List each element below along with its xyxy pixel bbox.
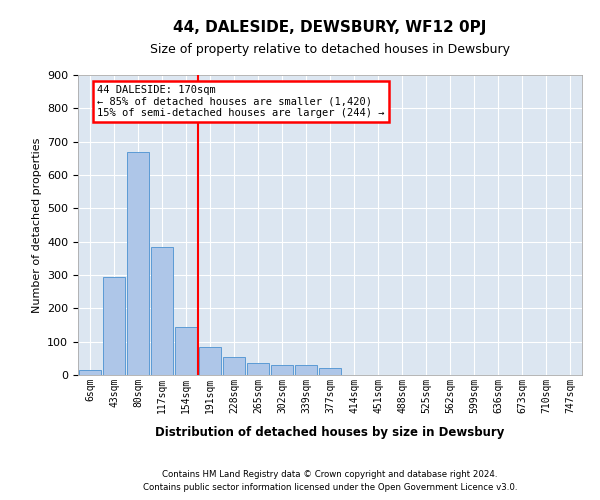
Text: Contains public sector information licensed under the Open Government Licence v3: Contains public sector information licen… [143,483,517,492]
Bar [175,326,197,375]
Text: 44, DALESIDE, DEWSBURY, WF12 0PJ: 44, DALESIDE, DEWSBURY, WF12 0PJ [173,20,487,35]
Bar [103,276,125,375]
Bar [319,368,341,375]
Text: Size of property relative to detached houses in Dewsbury: Size of property relative to detached ho… [150,42,510,56]
Bar [271,365,293,375]
Bar [247,364,269,375]
Bar [199,346,221,375]
Text: 44 DALESIDE: 170sqm
← 85% of detached houses are smaller (1,420)
15% of semi-det: 44 DALESIDE: 170sqm ← 85% of detached ho… [97,85,385,118]
Bar [79,370,101,375]
Text: Contains HM Land Registry data © Crown copyright and database right 2024.: Contains HM Land Registry data © Crown c… [162,470,498,479]
Bar [151,246,173,375]
Bar [295,365,317,375]
Text: Distribution of detached houses by size in Dewsbury: Distribution of detached houses by size … [155,426,505,439]
Bar [127,152,149,375]
Bar [223,356,245,375]
Y-axis label: Number of detached properties: Number of detached properties [32,138,41,312]
